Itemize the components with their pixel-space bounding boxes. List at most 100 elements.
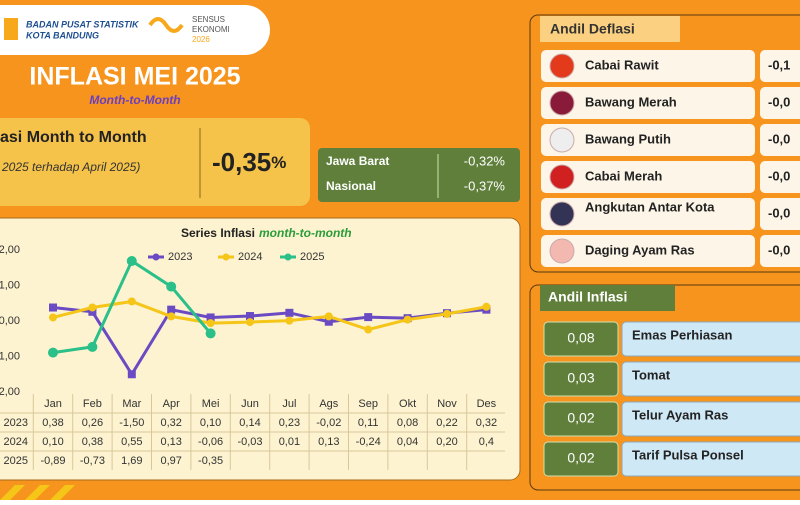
item-value: 0,08	[567, 330, 594, 346]
census-logo	[148, 17, 184, 33]
inflasi-tab	[540, 285, 675, 311]
item-value-box	[543, 361, 619, 397]
table-value: -0,35	[198, 455, 223, 467]
x-tick-label: Jun	[241, 398, 259, 410]
mtm-number: -0,35	[212, 147, 271, 177]
y-tick-label: -2,00	[0, 386, 20, 398]
mtm-period: 2025 terhadap April 2025)	[1, 160, 140, 174]
legend-label: 2024	[238, 251, 262, 263]
y-tick-label: 0,00	[0, 315, 20, 327]
series-line	[52, 299, 487, 332]
table-value: 0,97	[160, 455, 181, 467]
item-box	[621, 401, 800, 437]
mtm-card	[0, 118, 310, 206]
table-value: 0,26	[82, 417, 103, 429]
region-value: -0,32%	[464, 153, 506, 168]
table-value: -0,02	[316, 417, 341, 429]
item-box	[541, 87, 755, 119]
point	[285, 316, 294, 325]
point	[246, 318, 254, 327]
legend-marker	[152, 253, 160, 261]
point	[364, 325, 373, 334]
table-value: -0,89	[40, 455, 65, 467]
item-value-box	[543, 401, 619, 437]
table-value: 0,13	[160, 436, 181, 448]
deflasi-title: Andil Deflasi	[550, 21, 635, 37]
legend-marker	[222, 253, 230, 261]
point	[88, 307, 97, 316]
table-value: 0,04	[397, 436, 418, 448]
row-label: 2023	[4, 417, 28, 429]
y-tick-label: 1,00	[0, 279, 20, 291]
org-name: BADAN PUSAT STATISTIK	[26, 19, 140, 29]
org-city: KOTA BANDUNG	[26, 30, 99, 40]
x-tick-label: Mei	[202, 398, 220, 410]
item-value-box	[760, 87, 800, 119]
point	[482, 302, 491, 311]
table-value: 0,10	[42, 436, 63, 448]
table-value: 0,4	[479, 436, 494, 448]
table-value: -0,03	[237, 436, 262, 448]
x-tick-label: Feb	[83, 398, 102, 410]
point	[87, 341, 98, 352]
subtitle: Month-to-Month	[89, 93, 180, 107]
title: INFLASI MEI 2025	[29, 63, 240, 91]
item-value: -0,0	[768, 131, 790, 146]
point	[364, 313, 373, 322]
point	[127, 370, 136, 379]
table-value: 0,01	[279, 436, 300, 448]
table-value: 0,23	[279, 417, 300, 429]
chart-title-emphasis: month-to-month	[259, 226, 352, 240]
item-icon	[549, 53, 575, 79]
legend-label: 2023	[168, 251, 192, 263]
item-box	[621, 441, 800, 477]
item-name: Tarif Pulsa Ponsel	[632, 447, 744, 462]
item-value-box	[760, 50, 800, 82]
item-name: Cabai Merah	[585, 168, 662, 183]
x-tick-label: Ags	[319, 398, 338, 410]
point	[167, 305, 176, 314]
item-box	[541, 161, 755, 193]
item-value: 0,02	[567, 410, 594, 426]
table-value: 0,32	[476, 417, 497, 429]
inflasi-title: Andil Inflasi	[548, 289, 627, 305]
table-value: -0,73	[80, 455, 105, 467]
point	[126, 256, 137, 267]
mtm-label: asi Month to Month	[0, 129, 147, 146]
table-value: 0,10	[200, 417, 221, 429]
x-tick-label: Des	[477, 398, 497, 410]
deflasi-tab	[540, 16, 680, 42]
y-tick-label: -1,00	[0, 350, 20, 362]
point	[167, 312, 176, 321]
point	[49, 303, 57, 312]
item-value-box	[543, 321, 619, 357]
point	[324, 312, 333, 321]
point	[206, 319, 215, 328]
chart-title: Series Inflasi	[181, 226, 255, 240]
table-value: 0,11	[358, 417, 379, 429]
item-box	[541, 124, 755, 156]
point	[403, 315, 412, 324]
row-label: 2025	[4, 455, 28, 467]
header-card	[0, 5, 270, 55]
table-value: -0,24	[356, 436, 381, 448]
item-value: -0,1	[768, 57, 790, 72]
point	[246, 312, 254, 321]
item-icon	[549, 164, 575, 190]
point	[49, 313, 57, 322]
table-value: 1,69	[121, 455, 142, 467]
item-icon	[549, 90, 575, 116]
region-name: Nasional	[326, 179, 376, 193]
item-name: Bawang Putih	[585, 131, 671, 146]
region-card	[318, 148, 520, 202]
census-text: EKONOMI	[192, 25, 230, 34]
table-value: 0,20	[436, 436, 457, 448]
item-value: -0,0	[768, 242, 790, 257]
y-tick-label: 2,00	[0, 244, 20, 256]
x-tick-label: Apr	[163, 398, 180, 410]
point	[285, 308, 294, 317]
item-value-box	[760, 161, 800, 193]
item-value: -0,0	[768, 168, 790, 183]
x-tick-label: Sep	[358, 398, 378, 410]
